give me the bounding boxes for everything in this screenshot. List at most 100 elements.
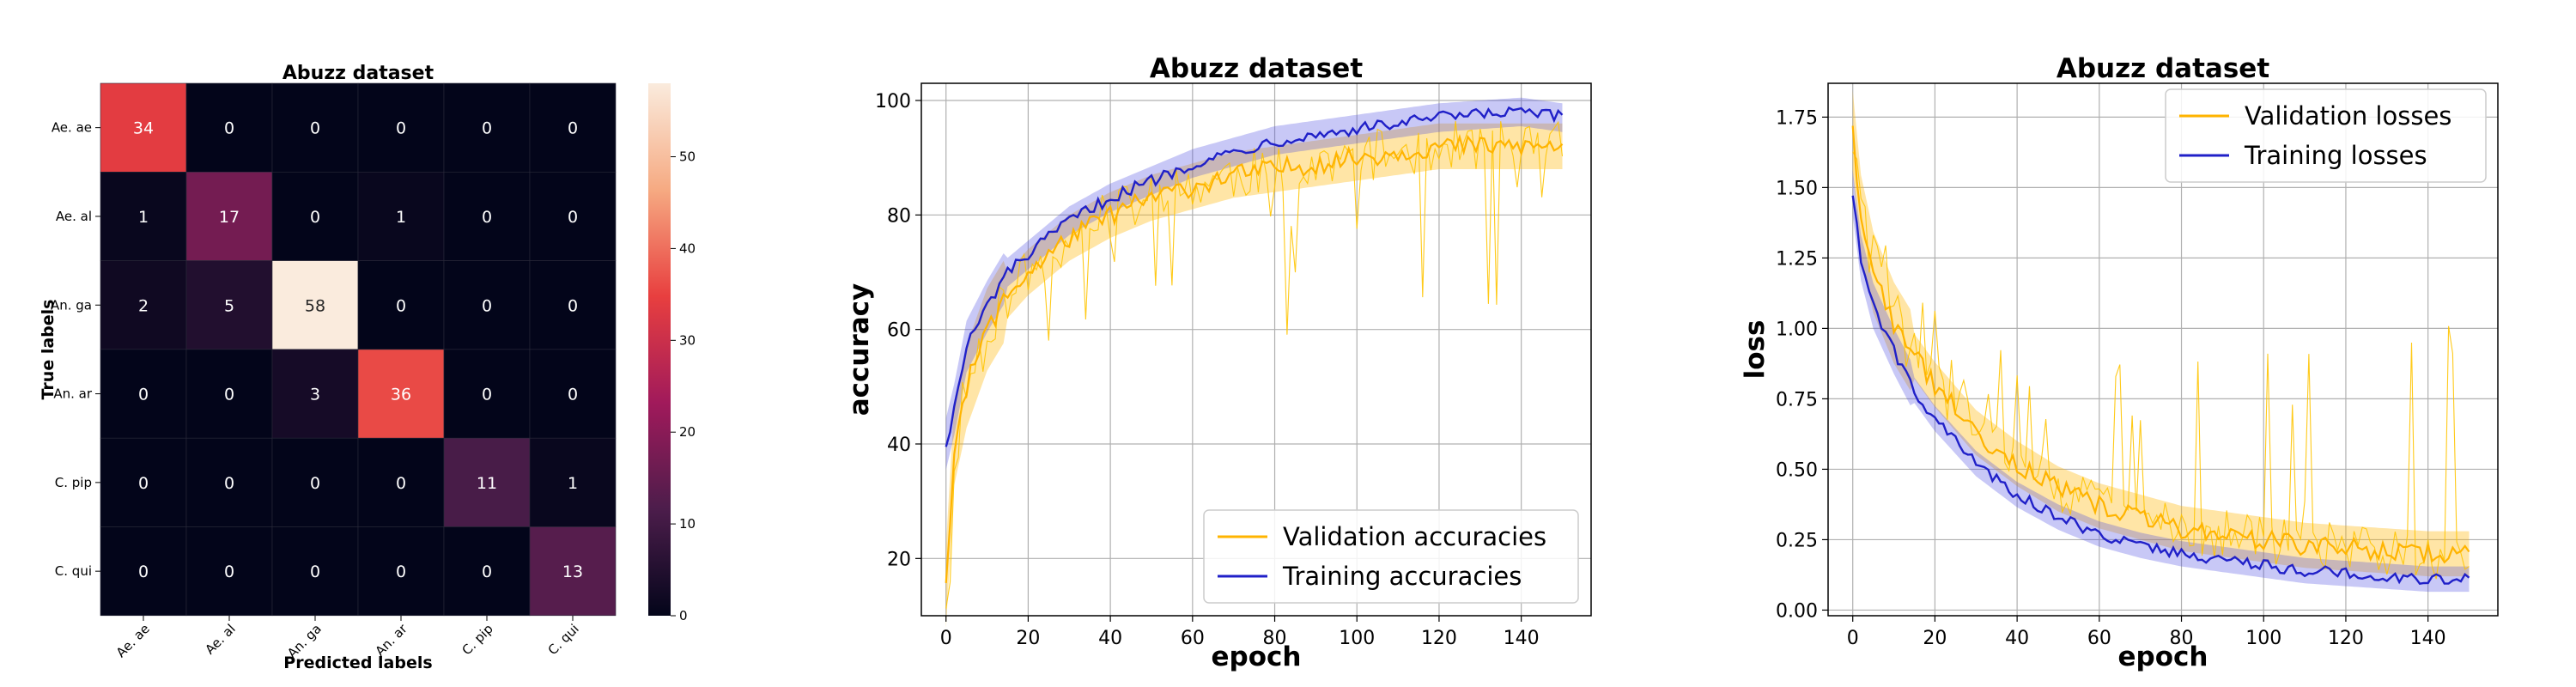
heatmap-cell-value: 0	[482, 296, 492, 315]
heatmap-cell-value: 0	[396, 296, 406, 315]
heatmap-cell-value: 0	[224, 474, 234, 493]
heatmap-cell	[443, 437, 531, 527]
heatmap-cell-value: 2	[138, 296, 149, 315]
colorbar	[648, 83, 671, 616]
heatmap-cell-value: 58	[305, 296, 325, 315]
accuracy-chart-panel: Abuzz dataset 0 20 40 60 80 100 120 140 20 40 60 80…	[844, 53, 1592, 672]
training-series-line	[945, 106, 1564, 447]
accuracy-chart-title: Abuzz dataset	[1150, 53, 1363, 84]
x-tick-label: 80	[2170, 628, 2194, 649]
heatmap-y-tick-label: Ae. al	[56, 209, 92, 224]
heatmap-cell-value: 0	[482, 208, 492, 227]
heatmap-cell-value: 1	[138, 208, 149, 227]
x-tick-label: 120	[1421, 628, 1457, 649]
heatmap-cell-value: 0	[396, 474, 406, 493]
confusion-matrix-panel: Abuzz dataset 34 0 0 0 0 01 17 0 1 0 02 5 58 0 0 00 0 3 36…	[39, 63, 696, 672]
x-tick-label: 100	[1339, 628, 1375, 649]
legend-label-validation-accuracy: Validation accuracies	[1283, 522, 1546, 551]
loss-x-axis-label: epoch	[2118, 641, 2208, 672]
x-tick-label: 40	[1098, 628, 1122, 649]
heatmap-cell	[529, 526, 617, 617]
heatmap-cell	[185, 260, 273, 350]
heatmap-cell-value: 0	[310, 474, 320, 493]
heatmap-cell-value: 0	[224, 562, 234, 581]
heatmap-x-axis-label: Predicted labels	[283, 654, 432, 672]
heatmap-cell	[185, 172, 273, 261]
x-tick-label: 20	[1923, 628, 1947, 649]
heatmap-cell-value: 0	[138, 474, 149, 493]
y-tick-label: 20	[887, 549, 911, 570]
validation-series-line	[945, 133, 1564, 583]
training-series-line	[1851, 195, 2470, 585]
heatmap-cell	[271, 437, 359, 527]
heatmap-x-tick-label: Ae. al	[202, 621, 239, 658]
colorbar-tick-label: 30	[679, 332, 696, 348]
x-tick-label: 0	[1847, 628, 1859, 649]
heatmap-cell-value: 11	[477, 474, 497, 493]
heatmap-cell	[100, 526, 187, 617]
heatmap-cell	[100, 172, 187, 261]
heatmap-cell	[529, 260, 617, 350]
heatmap-cell-value: 0	[482, 386, 492, 404]
heatmap-cell-value: 0	[482, 119, 492, 138]
x-tick-label: 20	[1016, 628, 1040, 649]
colorbar-tick-label: 10	[679, 516, 696, 532]
legend-label-validation-loss: Validation losses	[2245, 101, 2451, 131]
heatmap-x-tick-label: Ae. ae	[113, 621, 153, 660]
heatmap-y-tick-label: An. ga	[51, 297, 92, 313]
heatmap-cell	[357, 349, 445, 439]
heatmap-cell	[271, 260, 359, 350]
heatmap-cell-value: 0	[310, 208, 320, 227]
heatmap-cell	[443, 349, 531, 439]
heatmap-cell-value: 13	[562, 562, 583, 581]
heatmap-cell	[443, 260, 531, 350]
heatmap-cell-value: 0	[310, 119, 320, 138]
legend-label-training-loss: Training losses	[2244, 141, 2427, 170]
accuracy-legend-box	[1203, 509, 1579, 604]
y-tick-label: 1.00	[1776, 319, 1818, 340]
legend-label-training-accuracy: Training accuracies	[1282, 562, 1522, 591]
heatmap-cell-value: 0	[310, 562, 320, 581]
heatmap-cell	[357, 526, 445, 617]
heatmap-cell	[271, 82, 359, 173]
heatmap-cell	[443, 526, 531, 617]
y-tick-label: 0.00	[1776, 600, 1818, 622]
heatmap-cell	[100, 260, 187, 350]
heatmap-cell	[100, 82, 187, 173]
y-tick-label: 1.50	[1776, 178, 1818, 199]
heatmap-cell-value: 3	[310, 386, 320, 404]
heatmap-cell-value: 0	[568, 296, 578, 315]
heatmap-cell	[443, 82, 531, 173]
y-tick-label: 1.75	[1776, 107, 1818, 129]
heatmap-cell-value: 0	[568, 208, 578, 227]
heatmap-cell-value: 0	[138, 562, 149, 581]
heatmap-cell	[185, 82, 273, 173]
heatmap-cell	[185, 437, 273, 527]
x-tick-label: 140	[2410, 628, 2446, 649]
y-tick-label: 0.75	[1776, 389, 1818, 410]
heatmap-y-tick-label: C. qui	[55, 563, 92, 579]
x-tick-label: 140	[1504, 628, 1540, 649]
training-confidence-band	[945, 97, 1563, 470]
y-tick-label: 1.25	[1776, 248, 1818, 270]
x-tick-label: 40	[2005, 628, 2029, 649]
x-tick-label: 60	[2087, 628, 2111, 649]
heatmap-cell-value: 0	[396, 562, 406, 581]
accuracy-plot-frame	[920, 82, 1592, 617]
heatmap-cell	[357, 437, 445, 527]
heatmap-cell-value: 0	[138, 386, 149, 404]
heatmap-title: Abuzz dataset	[283, 63, 434, 84]
heatmap-cell	[357, 260, 445, 350]
heatmap-y-tick-label: Ae. ae	[52, 120, 92, 136]
heatmap-cell-value: 17	[219, 208, 240, 227]
heatmap-cell-value: 34	[133, 119, 154, 138]
heatmap-y-tick-label: C. pip	[55, 475, 92, 490]
y-tick-label: 0.50	[1776, 459, 1818, 481]
y-tick-label: 60	[887, 320, 911, 342]
loss-legend: Validation losses Training losses	[2165, 88, 2487, 183]
heatmap-cell	[529, 172, 617, 261]
loss-plot-frame	[1827, 82, 2499, 617]
heatmap-cell	[271, 349, 359, 439]
heatmap-cell	[185, 349, 273, 439]
